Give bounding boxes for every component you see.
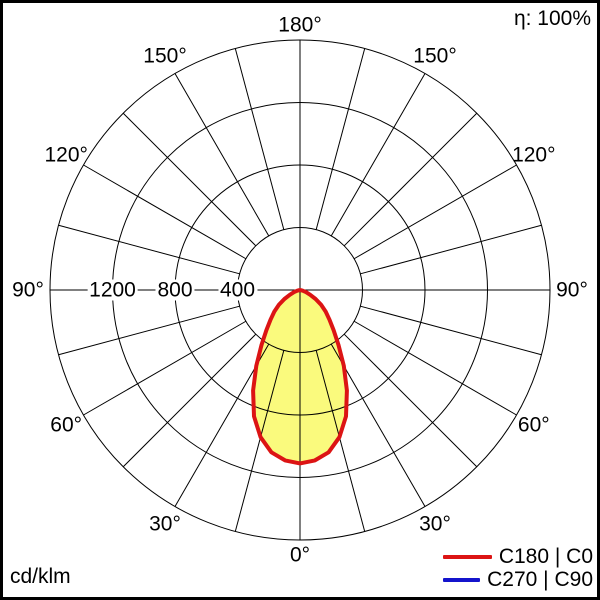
angle-label: 60° bbox=[50, 413, 83, 437]
grid-spoke bbox=[234, 48, 285, 230]
angle-label: 120° bbox=[44, 143, 88, 167]
grid-spoke bbox=[353, 164, 517, 260]
grid-spoke bbox=[353, 320, 517, 416]
grid-spoke bbox=[174, 73, 270, 237]
grid-spoke bbox=[360, 224, 542, 275]
efficiency-label: η: 100% bbox=[513, 7, 591, 30]
grid-spoke bbox=[234, 350, 285, 532]
radial-tick-label: 1200 bbox=[87, 278, 138, 302]
angle-label: 150° bbox=[413, 44, 457, 68]
grid-spoke bbox=[330, 73, 426, 237]
grid-spoke bbox=[83, 320, 247, 416]
grid-spoke bbox=[315, 48, 366, 230]
radial-tick-label: 400 bbox=[217, 278, 258, 302]
grid-spoke bbox=[315, 350, 366, 532]
intensity-curve-c180-c0 bbox=[251, 288, 349, 466]
angle-label: 180° bbox=[278, 13, 322, 37]
grid-spoke bbox=[58, 224, 240, 275]
grid-spoke bbox=[343, 112, 478, 247]
angle-label: 150° bbox=[143, 44, 187, 68]
grid-spoke bbox=[122, 112, 257, 247]
legend-item-c270-c90: C270 | C90 bbox=[443, 568, 593, 591]
legend-label-c270-c90: C270 | C90 bbox=[487, 568, 593, 591]
legend: C180 | C0 C270 | C90 bbox=[443, 545, 593, 591]
legend-line-c270-c90 bbox=[443, 577, 481, 582]
angle-label: 90° bbox=[556, 278, 588, 302]
grid-spoke bbox=[83, 164, 247, 260]
radial-tick-label: 800 bbox=[155, 278, 195, 302]
grid-spoke bbox=[122, 333, 257, 468]
grid-spoke bbox=[330, 343, 426, 507]
grid-spoke bbox=[58, 305, 240, 356]
angle-label: 90° bbox=[12, 278, 44, 302]
legend-item-c180-c0: C180 | C0 bbox=[443, 545, 593, 568]
legend-label-c180-c0: C180 | C0 bbox=[498, 545, 593, 568]
angle-label: 0° bbox=[289, 543, 311, 567]
legend-line-c180-c0 bbox=[443, 554, 492, 559]
grid-spoke bbox=[360, 305, 542, 356]
angle-label: 30° bbox=[419, 512, 451, 536]
angle-label: 120° bbox=[512, 143, 556, 167]
unit-label: cd/klm bbox=[10, 565, 71, 588]
angle-label: 30° bbox=[149, 512, 181, 536]
grid-spoke bbox=[174, 343, 270, 507]
grid-spoke bbox=[343, 333, 478, 468]
angle-label: 60° bbox=[517, 413, 550, 437]
